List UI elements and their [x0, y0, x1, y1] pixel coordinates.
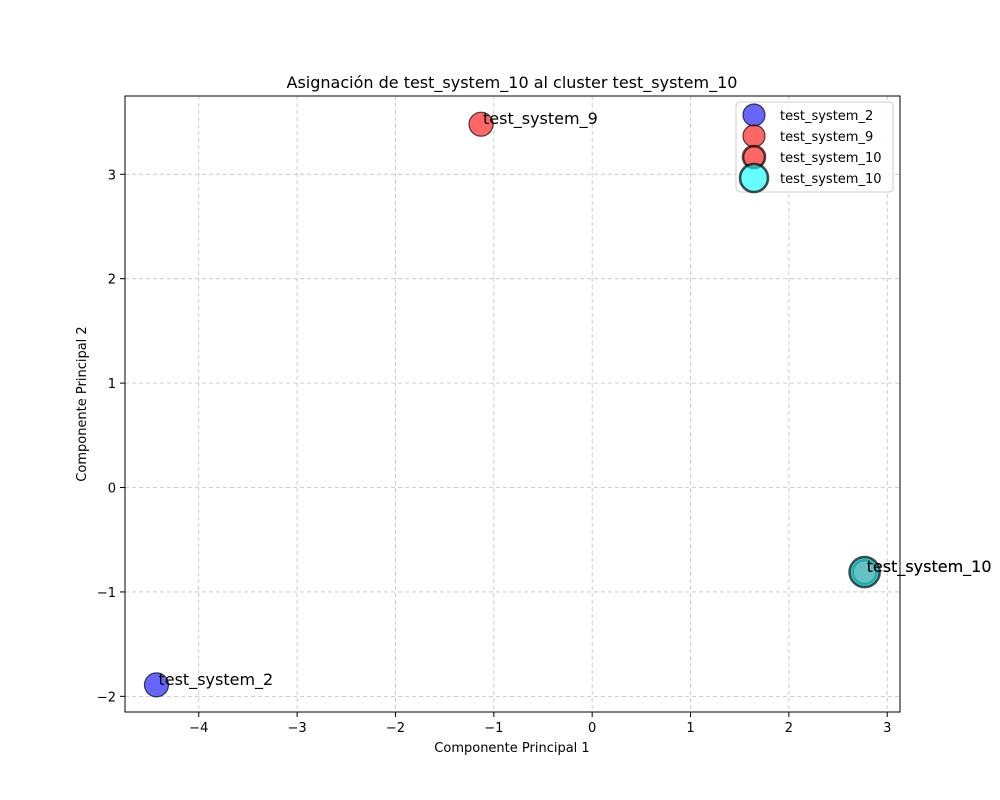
point-label: test_system_9 — [483, 109, 598, 129]
legend-entry-label: test_system_10 — [780, 172, 882, 187]
x-tick-label: −3 — [288, 721, 307, 736]
points-layer — [143, 111, 881, 698]
plot-area-frame — [124, 95, 901, 713]
legend-entry-label: test_system_10 — [780, 151, 882, 166]
x-tick-label: 1 — [686, 721, 694, 736]
legend-marker — [742, 103, 766, 127]
point-label: test_system_2 — [158, 670, 273, 690]
x-tick-label: −4 — [189, 721, 208, 736]
y-tick-label: 0 — [108, 482, 116, 497]
data-point — [848, 555, 881, 589]
y-tick-label: −1 — [97, 586, 116, 601]
y-tick-label: −2 — [97, 690, 116, 705]
x-tick-label: 2 — [785, 721, 793, 736]
point-labels-layer: test_system_2 test_system_9 test_system_10… — [158, 109, 991, 690]
ticks-layer: −4 −3 −2 −1 0 1 2 3 −2 −1 0 1 2 3 — [97, 168, 892, 736]
chart-title: Asignación de test_system_10 al cluster … — [287, 73, 738, 93]
x-tick-label: 0 — [588, 721, 596, 736]
y-tick-label: 1 — [108, 377, 116, 392]
x-axis-label: Componente Principal 1 — [434, 741, 589, 756]
legend-box — [735, 101, 894, 193]
legend: test_system_2 test_system_9 test_system_10… — [735, 101, 894, 194]
data-point — [143, 672, 170, 698]
point-label: test_system_10 — [867, 557, 992, 577]
x-tick-label: −1 — [484, 721, 503, 736]
x-tick-label: −2 — [386, 721, 405, 736]
data-point — [468, 111, 494, 137]
y-tick-label: 2 — [108, 273, 116, 288]
legend-entry-label: test_system_9 — [780, 130, 873, 145]
point-label: test_system_10 — [867, 557, 992, 577]
legend-marker — [738, 162, 770, 194]
y-tick-label: 3 — [108, 168, 116, 183]
x-tick-label: 3 — [883, 721, 891, 736]
y-axis-label: Componente Principal 2 — [75, 326, 90, 481]
legend-entry-label: test_system_2 — [780, 109, 873, 124]
grid-layer — [125, 96, 900, 712]
legend-marker — [742, 124, 766, 148]
